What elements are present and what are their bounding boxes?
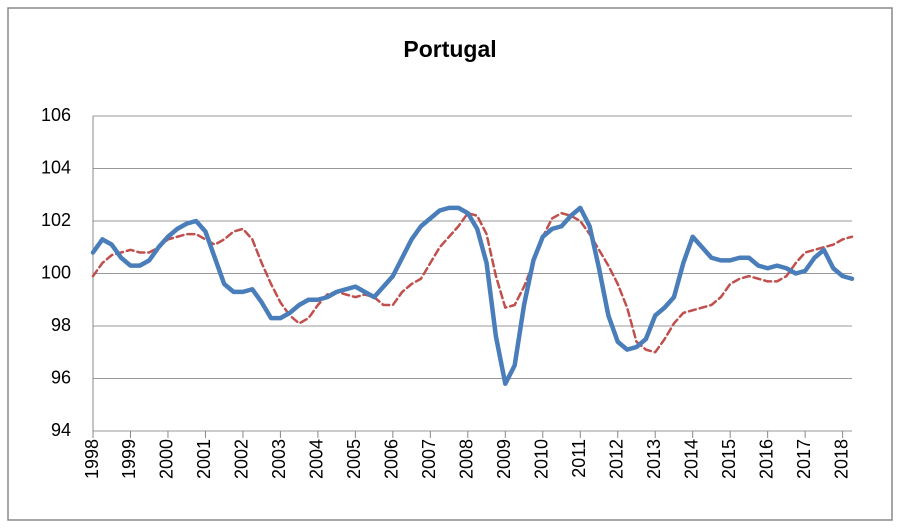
y-tick-label: 96 [51,367,71,387]
x-tick-label: 2007 [419,439,439,479]
x-tick-label: 2008 [457,439,477,479]
x-tick-label: 2000 [157,439,177,479]
x-tick-label: 2015 [719,439,739,479]
y-tick-label: 102 [41,210,71,230]
x-tick-label: 2004 [307,439,327,479]
x-tick-label: 2009 [494,439,514,479]
chart-border [7,7,893,521]
x-tick-label: 1998 [82,439,102,479]
chart-title: Portugal [403,36,496,62]
x-tick-label: 2017 [794,439,814,479]
x-tick-label: 2018 [831,439,851,479]
x-tick-label: 2002 [232,439,252,479]
line-series [90,205,855,386]
y-tick-label: 94 [51,420,71,440]
x-tick-label: 1999 [119,439,139,479]
x-tick-label: 2016 [756,439,776,479]
x-tick-label: 2005 [344,439,364,479]
y-tick-label: 100 [41,262,71,282]
x-tick-label: 2003 [269,439,289,479]
x-tick-label: 2013 [644,439,664,479]
x-tick-label: 2012 [606,439,626,479]
line-series [91,211,854,354]
x-tick-label: 2001 [194,439,214,479]
x-tick-label: 2011 [569,439,589,478]
x-tick-label: 2014 [681,439,701,479]
x-tick-label: 2006 [382,439,402,479]
y-tick-label: 104 [41,157,71,177]
y-tick-label: 106 [41,105,71,125]
y-tick-label: 98 [51,315,71,335]
x-tick-label: 2010 [532,439,552,479]
